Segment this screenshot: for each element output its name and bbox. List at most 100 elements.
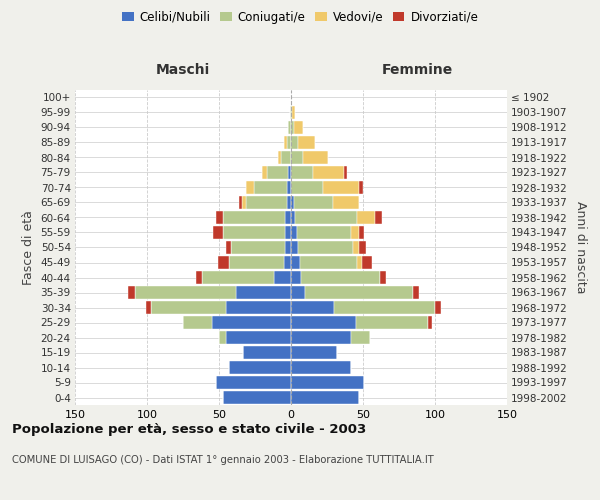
Bar [284, 256, 291, 268]
Bar [223, 392, 291, 404]
Bar [291, 242, 298, 254]
Bar [359, 226, 364, 238]
Bar [274, 272, 291, 283]
Bar [357, 256, 362, 268]
Bar [266, 166, 288, 178]
Bar [291, 212, 295, 224]
Bar [357, 212, 374, 224]
Bar [333, 196, 359, 208]
Bar [294, 196, 333, 208]
Bar [196, 272, 202, 283]
Bar [216, 376, 291, 388]
Bar [223, 226, 285, 238]
Bar [313, 166, 344, 178]
Bar [236, 286, 291, 298]
Bar [291, 316, 356, 328]
Bar [334, 302, 435, 314]
Bar [213, 226, 223, 238]
Bar [254, 182, 287, 194]
Bar [301, 272, 380, 283]
Text: Maschi: Maschi [156, 64, 210, 78]
Bar [285, 242, 291, 254]
Bar [229, 362, 291, 374]
Bar [291, 196, 294, 208]
Bar [428, 316, 432, 328]
Bar [291, 392, 359, 404]
Bar [247, 182, 254, 194]
Bar [291, 166, 313, 178]
Bar [287, 182, 291, 194]
Bar [284, 136, 287, 148]
Bar [291, 136, 298, 148]
Bar [291, 272, 301, 283]
Bar [291, 302, 334, 314]
Bar [344, 166, 347, 178]
Bar [291, 332, 352, 344]
Bar [146, 302, 151, 314]
Bar [212, 316, 291, 328]
Y-axis label: Fasce di età: Fasce di età [22, 210, 35, 285]
Bar [294, 122, 302, 134]
Bar [285, 212, 291, 224]
Bar [291, 256, 299, 268]
Bar [291, 226, 297, 238]
Bar [291, 152, 302, 164]
Bar [230, 242, 285, 254]
Bar [202, 272, 274, 283]
Bar [291, 286, 305, 298]
Bar [244, 346, 291, 358]
Bar [291, 106, 292, 118]
Bar [226, 302, 291, 314]
Bar [299, 256, 357, 268]
Bar [285, 226, 291, 238]
Bar [359, 182, 363, 194]
Bar [302, 152, 328, 164]
Bar [151, 302, 226, 314]
Text: Femmine: Femmine [382, 64, 452, 78]
Bar [291, 346, 337, 358]
Bar [239, 196, 242, 208]
Bar [352, 332, 370, 344]
Bar [291, 122, 294, 134]
Bar [136, 286, 236, 298]
Bar [242, 196, 247, 208]
Bar [128, 286, 136, 298]
Bar [291, 362, 352, 374]
Bar [229, 256, 284, 268]
Bar [281, 152, 291, 164]
Bar [262, 166, 266, 178]
Bar [352, 226, 359, 238]
Bar [183, 316, 212, 328]
Bar [353, 242, 359, 254]
Bar [287, 136, 291, 148]
Bar [362, 256, 371, 268]
Bar [287, 196, 291, 208]
Bar [219, 332, 226, 344]
Bar [413, 286, 419, 298]
Bar [291, 182, 323, 194]
Y-axis label: Anni di nascita: Anni di nascita [574, 201, 587, 294]
Bar [290, 106, 291, 118]
Bar [218, 256, 229, 268]
Bar [297, 226, 352, 238]
Bar [216, 212, 223, 224]
Bar [374, 212, 382, 224]
Bar [223, 212, 285, 224]
Bar [298, 136, 316, 148]
Bar [435, 302, 441, 314]
Bar [288, 122, 291, 134]
Bar [359, 242, 366, 254]
Bar [323, 182, 359, 194]
Bar [380, 272, 386, 283]
Text: COMUNE DI LUISAGO (CO) - Dati ISTAT 1° gennaio 2003 - Elaborazione TUTTITALIA.IT: COMUNE DI LUISAGO (CO) - Dati ISTAT 1° g… [12, 455, 434, 465]
Bar [278, 152, 281, 164]
Legend: Celibi/Nubili, Coniugati/e, Vedovi/e, Divorziati/e: Celibi/Nubili, Coniugati/e, Vedovi/e, Di… [117, 6, 483, 28]
Bar [298, 242, 353, 254]
Bar [288, 166, 291, 178]
Bar [226, 242, 230, 254]
Bar [226, 332, 291, 344]
Bar [292, 106, 295, 118]
Bar [356, 316, 428, 328]
Bar [305, 286, 413, 298]
Bar [295, 212, 357, 224]
